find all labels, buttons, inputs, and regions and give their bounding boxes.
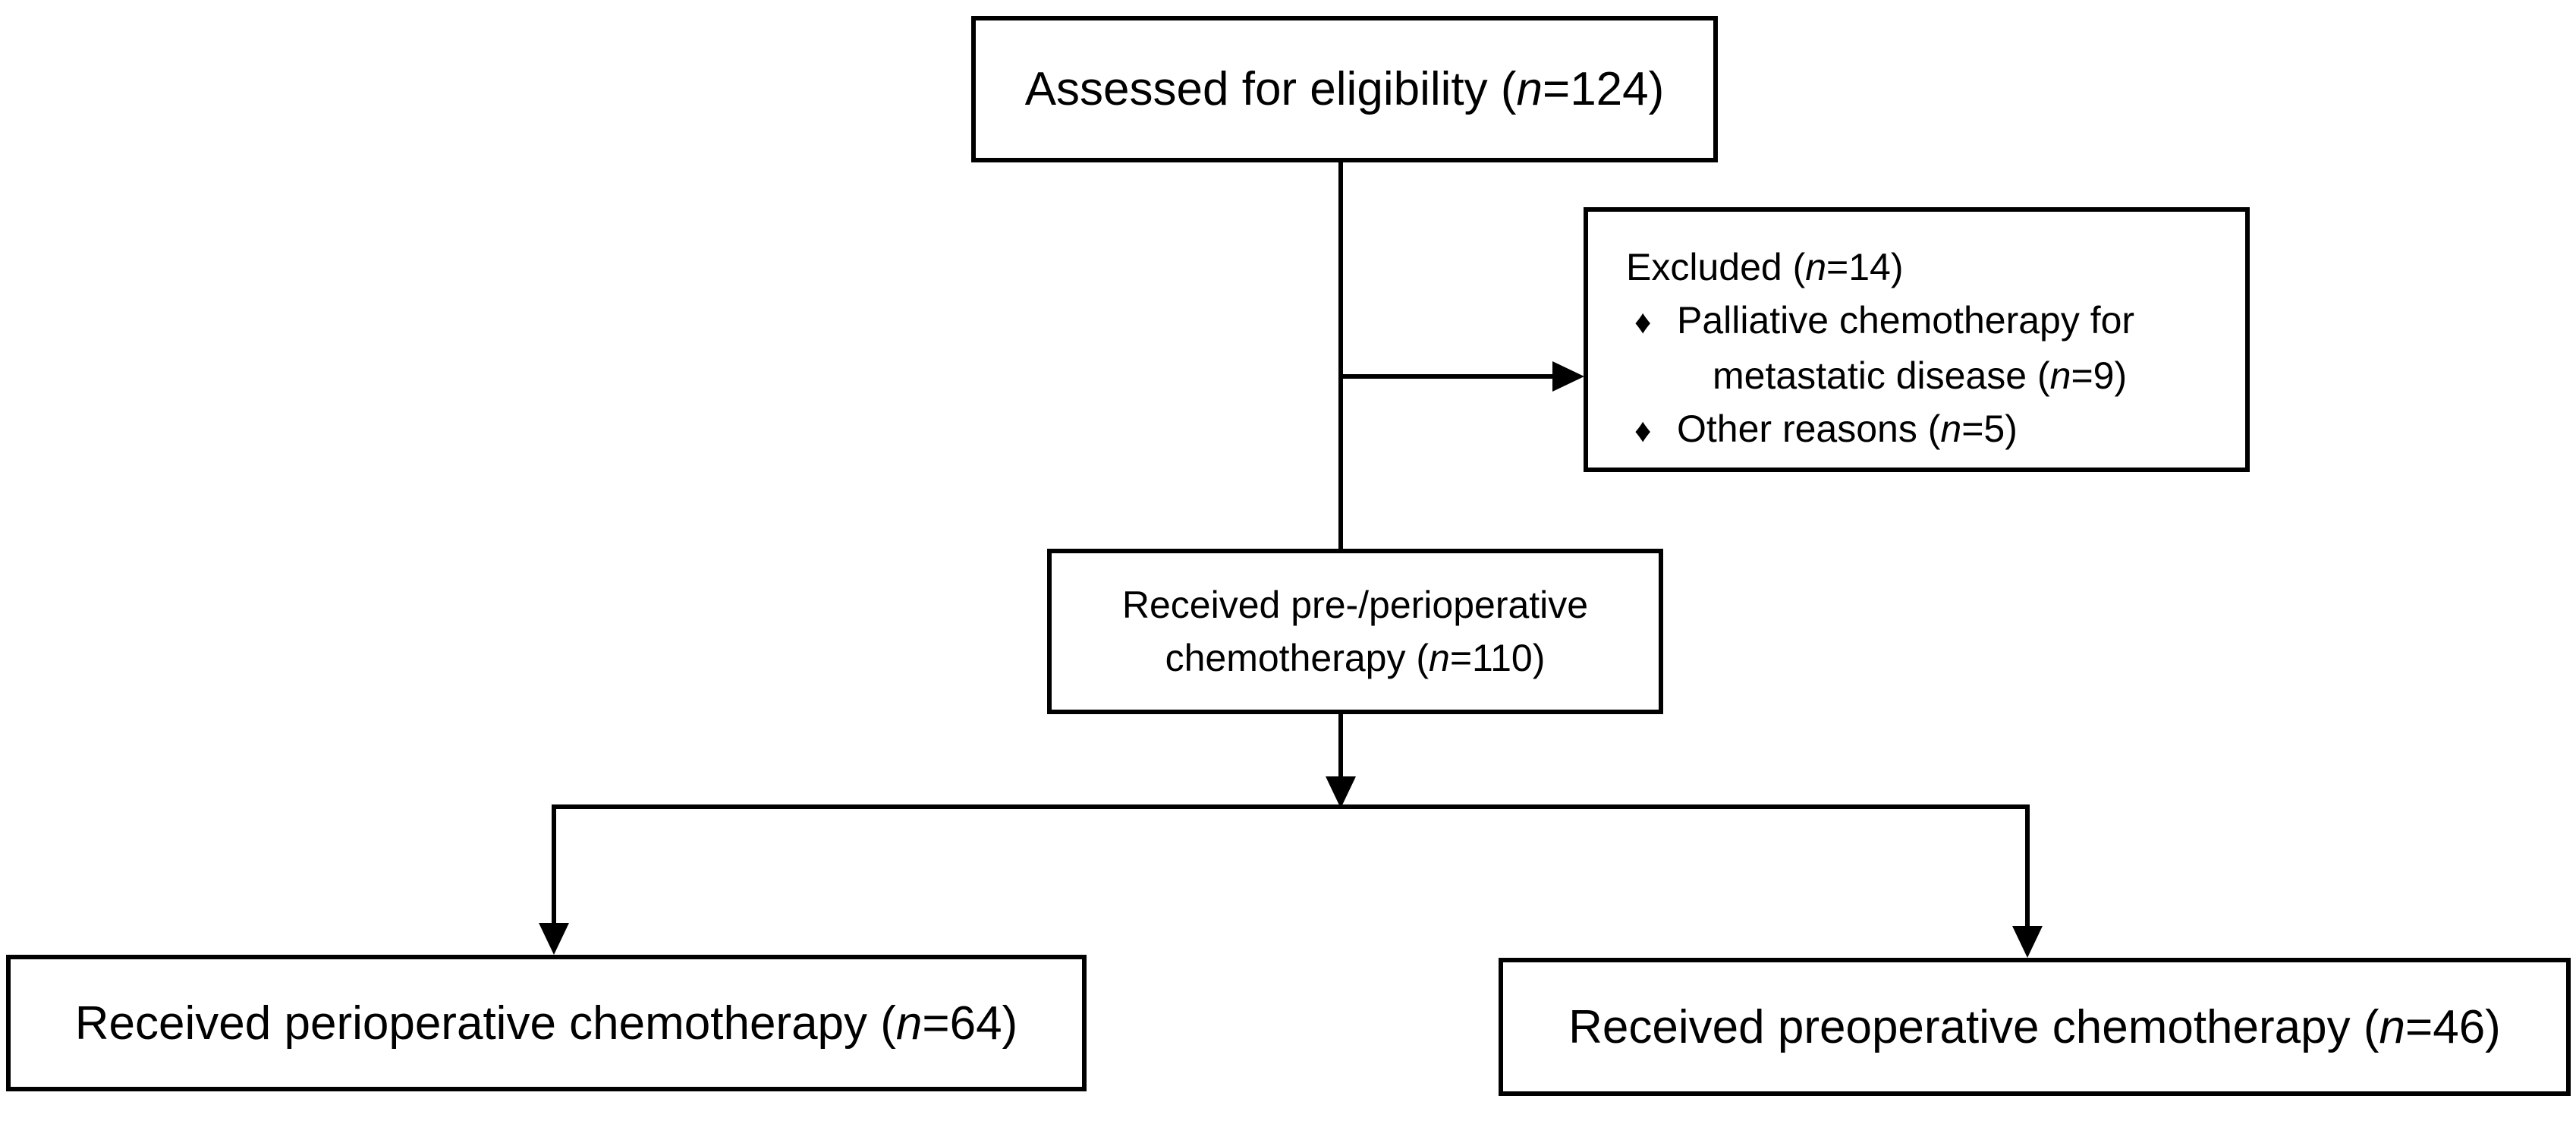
perioperative-text-pre: Received perioperative chemotherapy ( — [74, 996, 896, 1050]
excluded-n-symbol: n — [1805, 246, 1827, 288]
excluded-title-post: =14) — [1826, 246, 1904, 288]
excluded-item1-line1-text: Palliative chemotherapy for — [1677, 299, 2135, 342]
branch-left-line — [552, 804, 556, 923]
received-chemotherapy-box: Received pre-/perioperative chemotherapy… — [1047, 549, 1663, 714]
excluded-item2-n-symbol: n — [1940, 408, 1962, 450]
received-line1: Received pre-/perioperative — [1121, 584, 1589, 626]
preoperative-n-symbol: n — [2379, 1000, 2405, 1053]
excluded-item2-text: Other reasons (n=5) — [1677, 402, 2018, 455]
perioperative-n-symbol: n — [895, 996, 923, 1050]
connector-received-to-branch-line — [1338, 714, 1343, 776]
assessed-text-pre: Assessed for eligibility ( — [1024, 63, 1517, 115]
received-line2-post: =110) — [1449, 637, 1546, 679]
received-chemotherapy-text: Received pre-/perioperative chemotherapy… — [1122, 578, 1588, 685]
received-line2: chemotherapy (n=110) — [1122, 631, 1588, 685]
assessed-text-post: =124) — [1542, 63, 1665, 115]
received-n-symbol: n — [1429, 637, 1450, 679]
branch-right-line — [2025, 804, 2030, 926]
excluded-item-other-reasons: ♦ Other reasons (n=5) — [1626, 402, 2230, 458]
excluded-item2-post: =5) — [1961, 408, 2018, 450]
connector-assessed-to-received-line — [1338, 162, 1343, 549]
received-line2-pre: chemotherapy ( — [1165, 637, 1429, 679]
perioperative-text-post: =64) — [922, 996, 1018, 1050]
excluded-item-palliative: ♦ Palliative chemotherapy for — [1626, 294, 2230, 349]
preoperative-text-post: =46) — [2405, 1000, 2501, 1053]
arrowhead-branch-center-icon — [1326, 776, 1356, 808]
assessed-eligibility-text: Assessed for eligibility (n=124) — [1025, 62, 1665, 116]
perioperative-text: Received perioperative chemotherapy (n=6… — [75, 996, 1018, 1050]
arrowhead-into-excluded-icon — [1552, 361, 1584, 392]
excluded-item1-line2-post: =9) — [2071, 354, 2128, 397]
excluded-box: Excluded (n=14) ♦ Palliative chemotherap… — [1584, 207, 2250, 472]
diamond-bullet-icon: ♦ — [1634, 304, 1652, 341]
excluded-title-pre: Excluded ( — [1626, 246, 1806, 288]
diamond-bullet-icon: ♦ — [1634, 412, 1652, 449]
excluded-item1-line2-pre: metastatic disease ( — [1713, 354, 2050, 397]
excluded-item1-line2: metastatic disease (n=9) — [1626, 349, 2230, 402]
assessed-n-symbol: n — [1516, 63, 1543, 115]
assessed-eligibility-box: Assessed for eligibility (n=124) — [971, 16, 1718, 162]
connector-to-excluded-line — [1338, 374, 1552, 379]
arrowhead-into-preoperative-icon — [2012, 926, 2043, 958]
branch-horizontal-line — [552, 804, 2030, 809]
perioperative-chemotherapy-box: Received perioperative chemotherapy (n=6… — [6, 955, 1087, 1091]
excluded-item1-n-symbol: n — [2049, 354, 2071, 397]
arrowhead-into-perioperative-icon — [539, 923, 569, 955]
excluded-item2-pre: Other reasons ( — [1677, 408, 1941, 450]
excluded-title: Excluded (n=14) — [1626, 241, 2230, 294]
preoperative-text-pre: Received preoperative chemotherapy ( — [1568, 1000, 2379, 1053]
preoperative-chemotherapy-box: Received preoperative chemotherapy (n=46… — [1499, 958, 2571, 1096]
preoperative-text: Received preoperative chemotherapy (n=46… — [1568, 1000, 2501, 1054]
